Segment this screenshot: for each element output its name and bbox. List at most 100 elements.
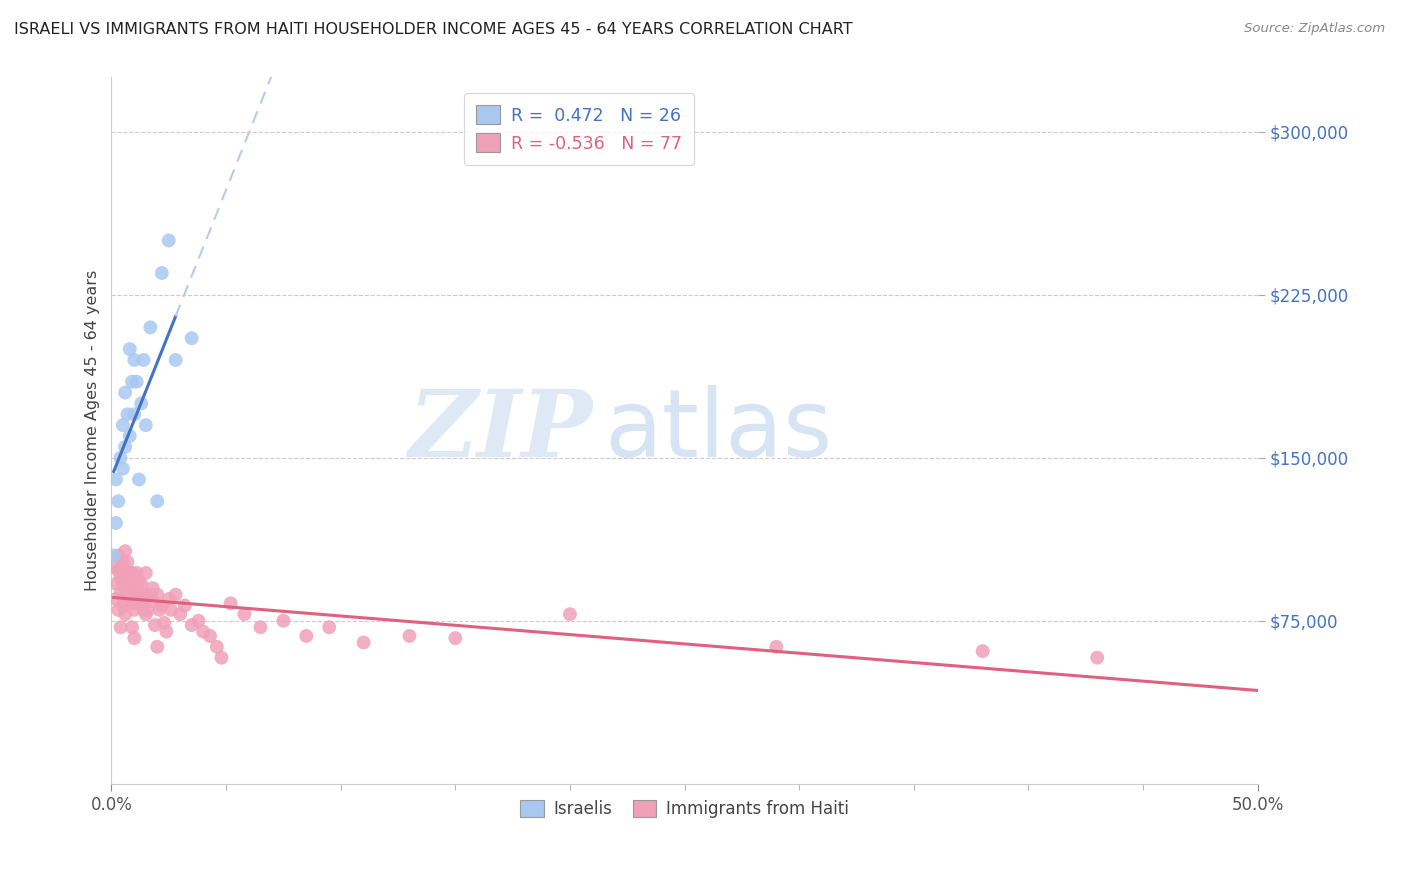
Point <box>173 599 195 613</box>
Point <box>107 494 129 508</box>
Point <box>157 234 180 248</box>
Point <box>160 603 183 617</box>
Point <box>398 629 420 643</box>
Point <box>153 615 176 630</box>
Point <box>124 631 146 645</box>
Point <box>155 624 177 639</box>
Point <box>132 353 155 368</box>
Point <box>318 620 340 634</box>
Text: Source: ZipAtlas.com: Source: ZipAtlas.com <box>1244 22 1385 36</box>
Point <box>114 544 136 558</box>
Point <box>111 574 134 589</box>
Point <box>105 473 128 487</box>
Point <box>249 620 271 634</box>
Point <box>198 629 221 643</box>
Point <box>124 594 146 608</box>
Point <box>139 588 162 602</box>
Point <box>103 559 125 574</box>
Point <box>128 473 150 487</box>
Point <box>110 450 132 465</box>
Point <box>124 353 146 368</box>
Point <box>136 603 159 617</box>
Point <box>128 574 150 589</box>
Point <box>118 566 141 580</box>
Point <box>135 418 157 433</box>
Text: atlas: atlas <box>605 384 832 476</box>
Point <box>118 574 141 589</box>
Point <box>124 581 146 595</box>
Point <box>558 607 581 622</box>
Point <box>180 331 202 345</box>
Point <box>1085 650 1108 665</box>
Point <box>972 644 994 658</box>
Point <box>117 599 139 613</box>
Point <box>121 620 143 634</box>
Point <box>136 588 159 602</box>
Point <box>129 588 152 602</box>
Point <box>353 635 375 649</box>
Point <box>105 516 128 530</box>
Point <box>105 576 128 591</box>
Legend: Israelis, Immigrants from Haiti: Israelis, Immigrants from Haiti <box>513 793 855 825</box>
Point <box>211 650 233 665</box>
Point <box>111 418 134 433</box>
Point <box>124 407 146 421</box>
Point <box>107 549 129 563</box>
Point <box>273 614 295 628</box>
Point <box>125 375 148 389</box>
Point <box>117 407 139 421</box>
Point <box>180 618 202 632</box>
Point <box>111 599 134 613</box>
Point <box>103 549 125 563</box>
Y-axis label: Householder Income Ages 45 - 64 years: Householder Income Ages 45 - 64 years <box>86 270 100 591</box>
Point <box>111 555 134 569</box>
Point <box>111 566 134 580</box>
Point <box>105 592 128 607</box>
Point <box>132 603 155 617</box>
Point <box>114 581 136 595</box>
Point <box>114 607 136 622</box>
Point <box>121 596 143 610</box>
Point <box>444 631 467 645</box>
Point <box>114 573 136 587</box>
Point <box>118 588 141 602</box>
Point <box>128 596 150 610</box>
Point <box>107 603 129 617</box>
Point <box>117 555 139 569</box>
Point <box>121 375 143 389</box>
Point <box>132 592 155 607</box>
Point <box>117 588 139 602</box>
Point <box>295 629 318 643</box>
Point <box>150 266 173 280</box>
Point <box>146 494 169 508</box>
Point <box>169 607 191 622</box>
Point <box>150 599 173 613</box>
Point <box>111 461 134 475</box>
Point <box>135 607 157 622</box>
Point <box>143 618 166 632</box>
Point <box>114 385 136 400</box>
Point <box>233 607 256 622</box>
Point <box>110 570 132 584</box>
Point <box>118 342 141 356</box>
Point <box>165 353 187 368</box>
Point <box>146 588 169 602</box>
Point <box>121 566 143 580</box>
Text: ZIP: ZIP <box>409 385 593 475</box>
Text: ISRAELI VS IMMIGRANTS FROM HAITI HOUSEHOLDER INCOME AGES 45 - 64 YEARS CORRELATI: ISRAELI VS IMMIGRANTS FROM HAITI HOUSEHO… <box>14 22 852 37</box>
Point <box>129 576 152 591</box>
Point <box>157 592 180 607</box>
Point <box>110 620 132 634</box>
Point <box>107 564 129 578</box>
Point <box>148 603 170 617</box>
Point <box>118 429 141 443</box>
Point <box>187 614 209 628</box>
Point <box>765 640 787 654</box>
Point <box>117 568 139 582</box>
Point <box>135 566 157 580</box>
Point <box>114 440 136 454</box>
Point <box>139 320 162 334</box>
Point <box>125 581 148 595</box>
Point <box>205 640 228 654</box>
Point <box>191 624 214 639</box>
